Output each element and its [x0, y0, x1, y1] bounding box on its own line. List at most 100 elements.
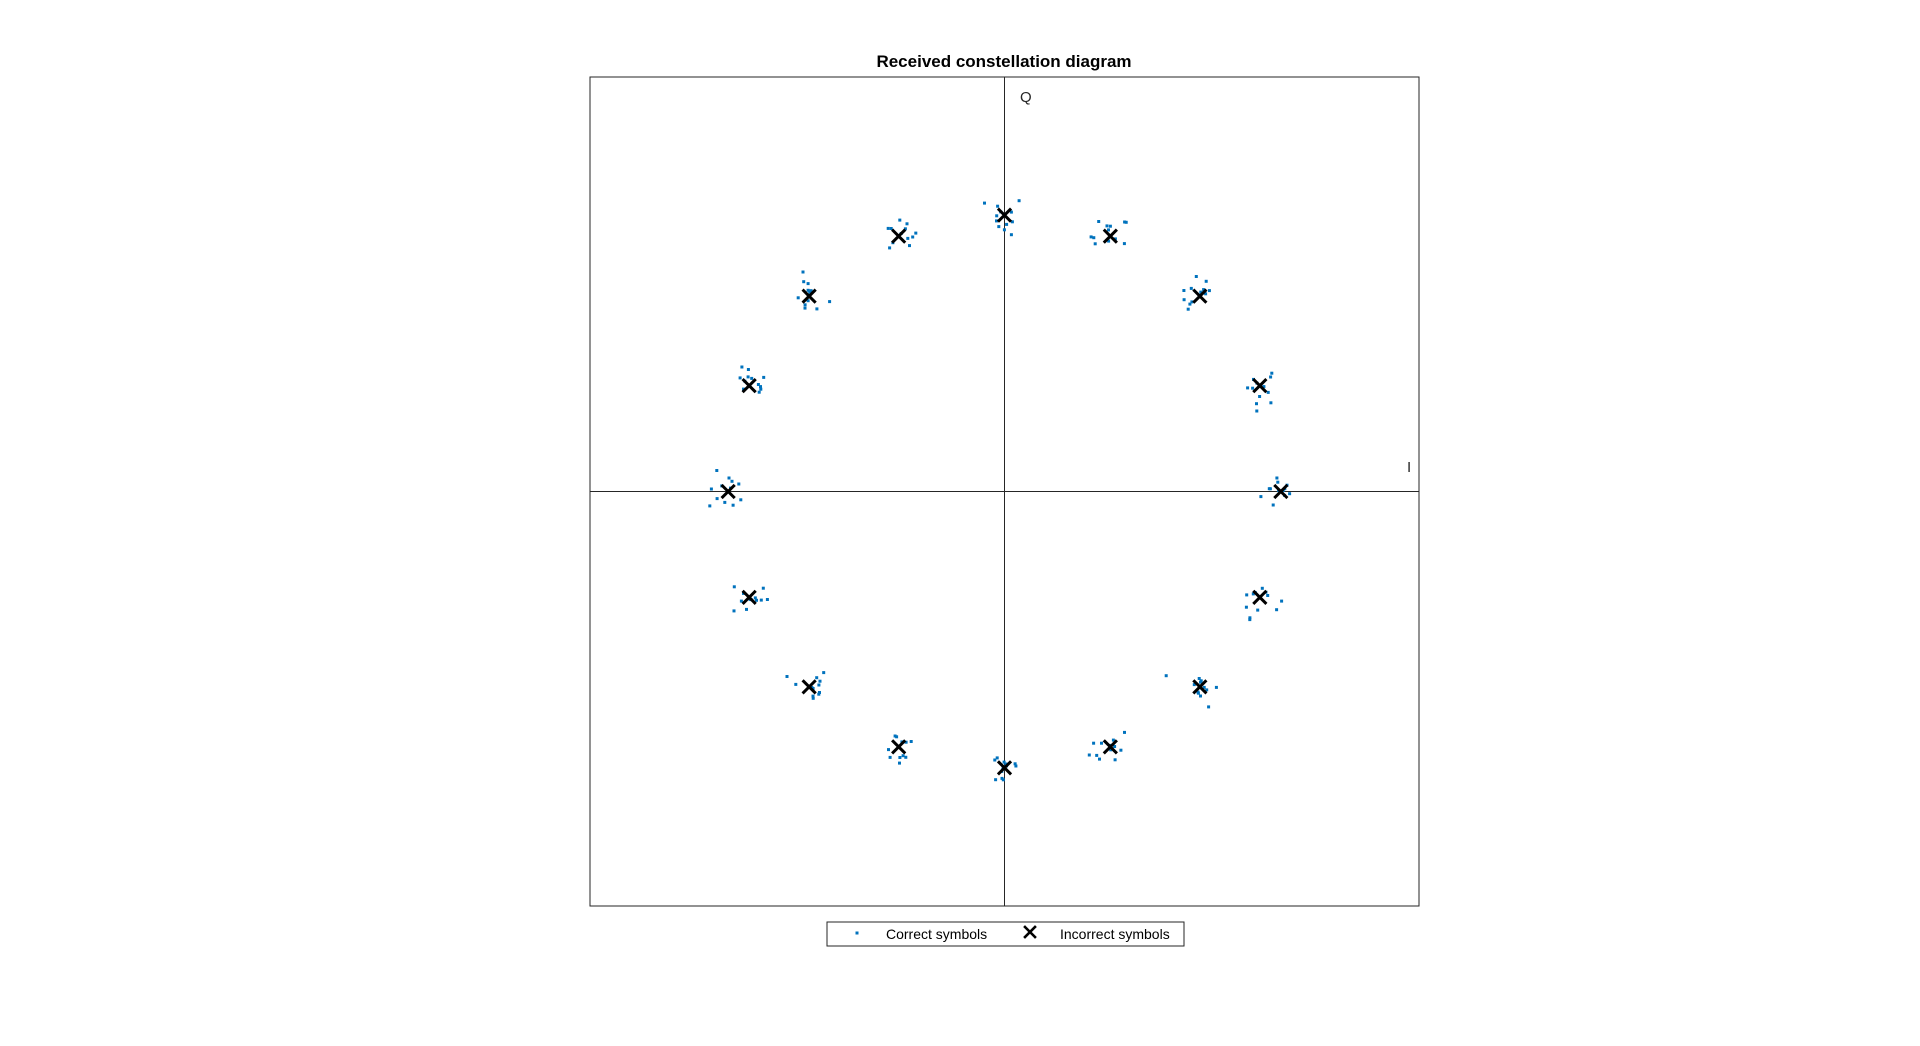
correct-symbol-point: [1196, 691, 1200, 695]
correct-symbol-point: [1108, 224, 1112, 228]
correct-symbol-point: [1207, 289, 1211, 293]
correct-symbol-point: [1262, 385, 1266, 389]
correct-symbol-point: [1093, 242, 1097, 246]
correct-symbol-point: [1095, 753, 1099, 757]
correct-symbol-point: [1182, 298, 1186, 302]
correct-symbol-point: [905, 222, 909, 226]
correct-symbol-point: [1186, 307, 1190, 311]
incorrect-symbol-marker: [1252, 589, 1268, 605]
correct-symbol-point: [908, 244, 911, 248]
correct-symbol-point: [756, 383, 760, 386]
correct-symbol-point: [1001, 778, 1005, 782]
correct-symbol-point: [1123, 730, 1126, 734]
correct-symbol-point: [903, 227, 907, 231]
correct-symbol-point: [811, 687, 815, 690]
correct-symbol-point: [898, 756, 902, 759]
incorrect-symbol-marker: [1102, 739, 1118, 755]
chart-title: Received constellation diagram: [876, 52, 1131, 71]
incorrect-symbol-marker: [801, 288, 817, 304]
correct-symbol-point: [750, 376, 754, 380]
correct-symbol-point: [745, 607, 748, 611]
correct-symbol-point: [785, 675, 789, 678]
correct-symbol-point: [898, 218, 902, 222]
correct-symbol-point: [895, 735, 899, 739]
correct-symbol-point: [1275, 608, 1279, 612]
correct-symbol-point: [765, 598, 769, 601]
correct-symbol-point: [818, 679, 822, 683]
correct-symbol-point: [811, 694, 815, 698]
incorrect-symbol-marker: [1192, 288, 1208, 304]
correct-symbol-point: [1260, 586, 1264, 590]
correct-symbol-point: [1275, 476, 1279, 480]
correct-symbol-point: [993, 758, 997, 762]
correct-symbol-point: [817, 683, 821, 687]
correct-symbol-point: [1109, 748, 1113, 752]
correct-symbol-point: [1246, 386, 1250, 390]
correct-symbol-point: [1207, 705, 1211, 709]
correct-symbol-point: [904, 740, 908, 744]
correct-symbol-point: [1182, 289, 1186, 292]
correct-symbol-point: [757, 390, 761, 394]
correct-symbol-point: [997, 225, 1001, 229]
i-axis-label: I: [1407, 459, 1411, 476]
correct-symbol-point: [753, 596, 757, 600]
correct-symbol-point: [1002, 228, 1006, 232]
incorrect-symbol-marker: [720, 483, 736, 500]
correct-symbol-point: [715, 469, 719, 472]
incorrect-symbol-marker: [891, 228, 907, 244]
incorrect-symbol-marker: [801, 679, 817, 695]
correct-symbol-point: [1100, 741, 1103, 745]
correct-symbol-point: [1190, 300, 1194, 304]
correct-symbol-point: [1255, 409, 1259, 413]
correct-symbol-point: [888, 755, 892, 759]
legend-box: [826, 921, 1185, 947]
correct-symbol-point: [901, 754, 905, 758]
correct-symbol-point: [1204, 279, 1208, 283]
correct-symbol-point: [1245, 593, 1249, 597]
correct-symbol-point: [759, 385, 762, 389]
correct-symbol-point: [742, 387, 745, 391]
correct-symbol-point: [811, 696, 815, 700]
correct-symbol-point: [1098, 757, 1101, 761]
correct-symbol-point: [1089, 235, 1093, 239]
correct-symbol-point: [803, 303, 807, 307]
correct-symbol-point: [1269, 401, 1273, 405]
correct-symbol-point: [1105, 224, 1109, 228]
correct-symbol-point: [888, 246, 892, 250]
correct-symbol-point: [995, 214, 999, 218]
legend-incorrect-marker: [1023, 925, 1037, 939]
correct-symbol-point: [806, 288, 810, 292]
correct-symbol-point: [906, 236, 910, 240]
correct-symbol-point: [1014, 764, 1018, 768]
correct-symbol-point: [904, 755, 908, 759]
correct-symbol-point: [1124, 220, 1128, 224]
correct-symbol-point: [761, 586, 765, 590]
correct-symbol-point: [1194, 275, 1198, 278]
correct-symbol-point: [1092, 741, 1096, 745]
correct-symbol-point: [1199, 679, 1203, 683]
correct-symbol-point: [995, 756, 999, 760]
correct-symbol-point: [1004, 762, 1008, 766]
correct-symbol-point: [708, 504, 712, 508]
correct-symbol-point: [803, 306, 807, 310]
correct-symbol-point: [1202, 685, 1206, 689]
correct-symbol-point: [1092, 236, 1096, 240]
correct-symbol-point: [739, 599, 743, 603]
correct-symbol-point: [822, 671, 826, 675]
correct-symbol-point: [738, 376, 742, 380]
incorrect-symbol-marker: [1252, 378, 1268, 394]
correct-symbol-point: [1255, 402, 1258, 406]
correct-symbol-point: [911, 235, 915, 239]
correct-symbol-point: [709, 487, 713, 491]
correct-symbol-point: [1097, 220, 1101, 223]
correct-symbol-point: [996, 204, 1000, 208]
correct-symbol-point: [898, 761, 901, 765]
correct-symbol-point: [759, 598, 763, 602]
correct-symbol-point: [1123, 220, 1127, 224]
correct-symbol-point: [1164, 674, 1168, 678]
incorrect-symbol-marker: [1273, 483, 1289, 500]
correct-symbol-point: [1269, 375, 1273, 379]
correct-symbol-point: [1244, 605, 1248, 609]
correct-symbol-point: [1267, 487, 1271, 491]
